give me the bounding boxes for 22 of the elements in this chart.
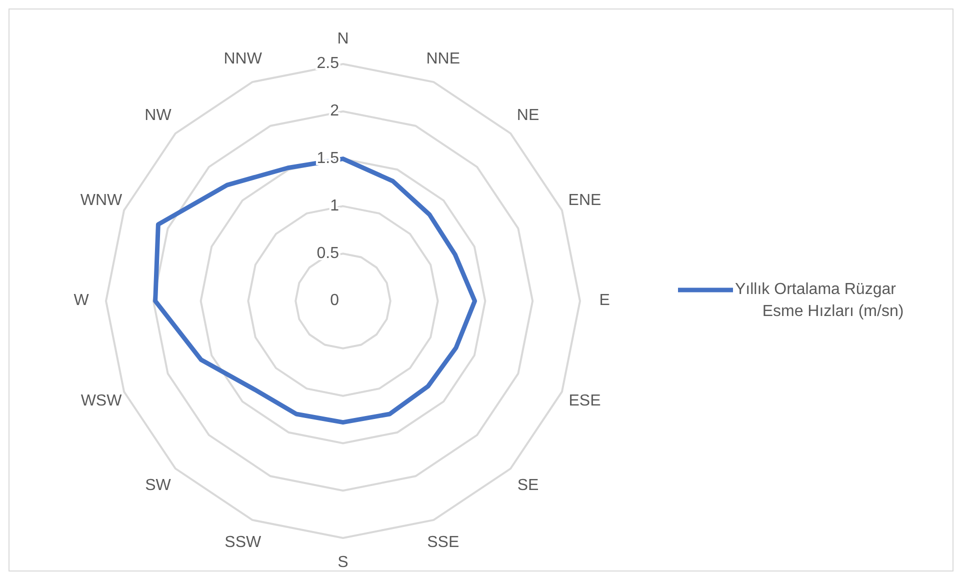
spoke-label: NNE — [426, 50, 460, 68]
spoke-label: SW — [145, 477, 172, 494]
spoke-label: W — [74, 292, 90, 310]
y-tick-label: 0 — [330, 292, 340, 310]
spoke-label: SE — [517, 477, 539, 494]
y-tick-label: 2 — [330, 102, 340, 120]
y-tick-label: 2.5 — [316, 55, 340, 72]
spoke-label: N — [337, 30, 349, 48]
y-tick-label: 0.5 — [316, 244, 340, 262]
legend-label: Yıllık Ortalama Rüzgar Esme Hızları (m/sn) — [735, 281, 904, 320]
spoke-label: WNW — [80, 192, 124, 210]
spoke-label: E — [599, 292, 610, 310]
spoke-label: ESE — [568, 392, 601, 410]
spoke-label: SSW — [224, 534, 262, 551]
spoke-label: SSE — [427, 534, 460, 551]
spoke-label: ENE — [568, 192, 602, 210]
spoke-label: WSW — [80, 392, 123, 410]
y-tick-label: 1 — [330, 197, 340, 214]
spoke-label: NNW — [224, 50, 263, 68]
spoke-label: S — [338, 554, 348, 571]
spoke-label: NW — [144, 107, 172, 124]
spoke-label: NE — [516, 107, 540, 124]
